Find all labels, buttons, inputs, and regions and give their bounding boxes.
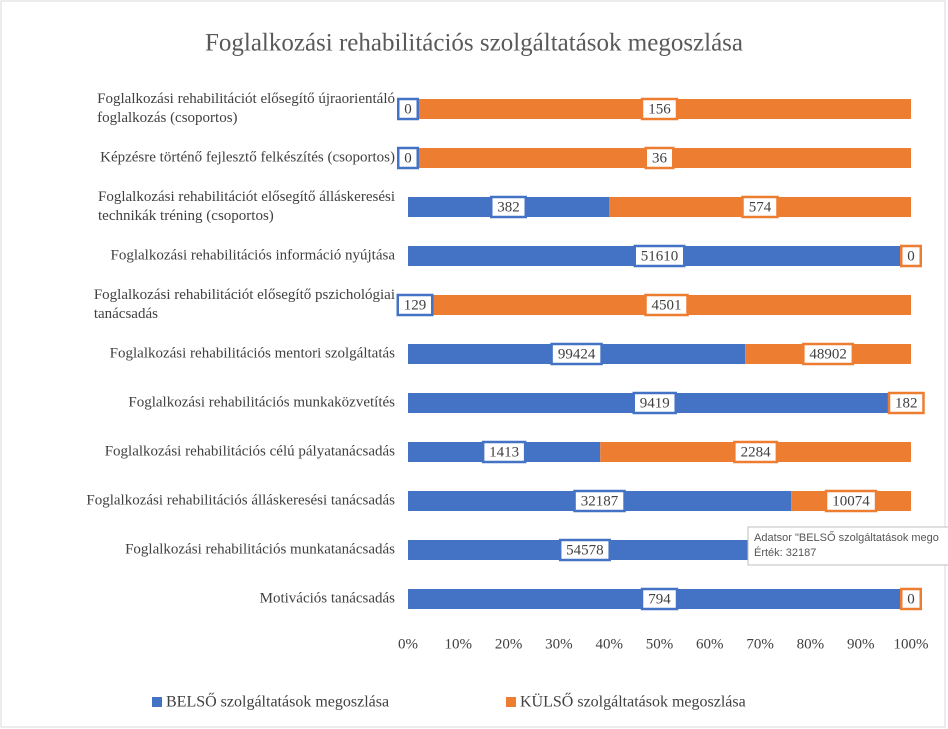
data-label: 794 bbox=[648, 591, 671, 607]
data-label-box bbox=[558, 538, 611, 562]
data-label: 1413 bbox=[489, 444, 519, 460]
legend-swatch bbox=[506, 697, 516, 707]
x-tick-label: 80% bbox=[797, 636, 825, 652]
category-label: Foglalkozási rehabilitációt elősegítő ps… bbox=[93, 287, 395, 322]
data-label-box bbox=[481, 440, 527, 464]
data-label-box bbox=[644, 146, 675, 170]
category-label: Képzésre történő fejlesztő felkészítés (… bbox=[100, 149, 395, 166]
data-label-box bbox=[887, 391, 925, 415]
data-label: 574 bbox=[749, 199, 772, 215]
data-label-box bbox=[633, 244, 686, 268]
data-label-box bbox=[640, 587, 679, 611]
tooltip: Adatsor "BELSŐ szolgáltatások mego Érték:… bbox=[747, 526, 948, 566]
category-label: Foglalkozási rehabilitációs mentori szol… bbox=[109, 345, 395, 362]
data-label: 0 bbox=[404, 150, 412, 166]
data-label-box bbox=[900, 587, 922, 611]
category-label: Foglalkozási rehabilitációt elősegítő új… bbox=[97, 91, 395, 126]
x-tick-label: 70% bbox=[746, 636, 774, 652]
data-label-box bbox=[489, 195, 527, 219]
data-label-box bbox=[397, 97, 419, 121]
data-label: 129 bbox=[404, 297, 427, 313]
data-label: 382 bbox=[497, 199, 520, 215]
x-tick-label: 10% bbox=[445, 636, 473, 652]
x-tick-label: 0% bbox=[398, 636, 418, 652]
category-label: Foglalkozási rehabilitációs munkaközvetí… bbox=[128, 394, 395, 411]
tooltip-text: Adatsor "BELSŐ szolgáltatások mego bbox=[754, 530, 939, 544]
data-label: 2284 bbox=[741, 444, 772, 460]
data-label-box bbox=[733, 440, 779, 464]
x-tick-label: 100% bbox=[894, 636, 929, 652]
x-tick-label: 60% bbox=[696, 636, 724, 652]
x-tick-label: 30% bbox=[545, 636, 573, 652]
data-label-box bbox=[397, 146, 419, 170]
x-tick-label: 90% bbox=[847, 636, 875, 652]
category-label: Foglalkozási rehabilitációs munkatanácsa… bbox=[125, 541, 395, 558]
data-label-box bbox=[640, 97, 679, 121]
data-label-box bbox=[550, 342, 603, 366]
data-label: 10074 bbox=[832, 493, 870, 509]
category-label: Motivációs tanácsadás bbox=[259, 590, 395, 607]
data-label: 4501 bbox=[652, 297, 682, 313]
data-label: 0 bbox=[404, 101, 412, 117]
category-label: Foglalkozási rehabilitációs álláskeresés… bbox=[86, 492, 395, 509]
data-label-box bbox=[644, 293, 689, 317]
data-label: 36 bbox=[652, 150, 668, 166]
data-label-box bbox=[573, 489, 626, 513]
data-label-box bbox=[802, 342, 855, 366]
data-label: 54578 bbox=[566, 542, 604, 558]
data-label: 9419 bbox=[640, 395, 670, 411]
tooltip-box bbox=[747, 526, 948, 566]
data-label: 48902 bbox=[809, 346, 847, 362]
data-label: 0 bbox=[907, 591, 915, 607]
data-label-box bbox=[900, 244, 922, 268]
data-label: 0 bbox=[907, 248, 915, 264]
data-label-box bbox=[741, 195, 779, 219]
x-tick-label: 20% bbox=[495, 636, 523, 652]
legend-label: KÜLSŐ szolgáltatások megoszlása bbox=[520, 692, 746, 711]
x-tick-label: 40% bbox=[595, 636, 623, 652]
data-label: 156 bbox=[648, 101, 671, 117]
data-label: 32187 bbox=[581, 493, 619, 509]
tooltip-text: Érték: 32187 bbox=[754, 546, 816, 559]
data-label: 51610 bbox=[641, 248, 679, 264]
category-label: Foglalkozási rehabilitációs információ n… bbox=[110, 247, 395, 264]
legend-swatch bbox=[152, 697, 162, 707]
data-label: 182 bbox=[895, 395, 918, 411]
data-label-box bbox=[396, 293, 434, 317]
category-label: Foglalkozási rehabilitációs célú pályata… bbox=[104, 443, 395, 460]
x-tick-label: 50% bbox=[646, 636, 674, 652]
data-label-box bbox=[632, 391, 677, 415]
chart-title: Foglalkozási rehabilitációs szolgáltatás… bbox=[205, 30, 743, 57]
data-label-box bbox=[824, 489, 878, 513]
data-label: 99424 bbox=[558, 346, 596, 362]
category-label: Foglalkozási rehabilitációt elősegítő ál… bbox=[98, 189, 395, 224]
legend-label: BELSŐ szolgáltatások megoszlása bbox=[166, 692, 389, 711]
